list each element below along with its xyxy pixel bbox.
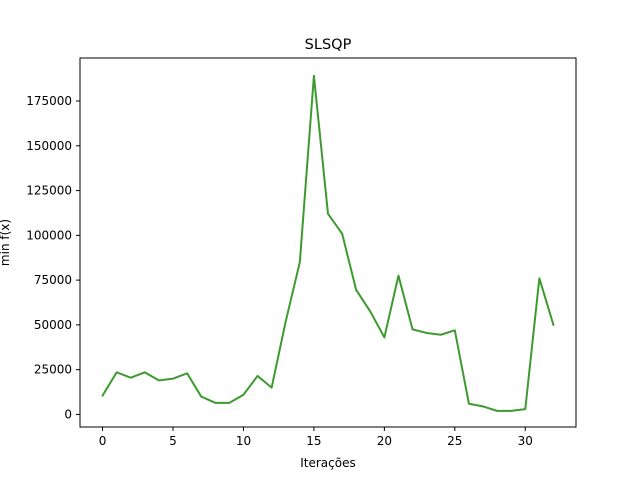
data-point [482, 405, 484, 408]
x-tick-label: 5 [169, 434, 177, 448]
data-point [341, 232, 343, 235]
data-point [552, 324, 555, 326]
data-point [425, 332, 428, 334]
data-point [101, 394, 104, 397]
data-point [144, 371, 146, 374]
x-tick-label: 15 [306, 434, 321, 448]
data-point [242, 393, 245, 396]
data-point [454, 329, 456, 332]
plot-area [80, 58, 576, 427]
data-point [496, 410, 498, 412]
data-point [538, 277, 541, 280]
data-point [397, 274, 400, 277]
data-point [158, 379, 160, 382]
x-tick-label: 25 [447, 434, 462, 448]
x-tick-label: 0 [99, 434, 107, 448]
data-point [228, 402, 231, 404]
data-point [439, 333, 442, 336]
data-point [355, 289, 357, 291]
line-layer [101, 74, 555, 412]
data-point [327, 213, 329, 215]
data-point [186, 372, 188, 375]
x-axis: 0 5 10 15 20 25 30 [99, 427, 533, 448]
y-axis: 0 25000 50000 75000 100000 125000 150000 175000 [26, 94, 80, 421]
y-tick-label: 125000 [26, 184, 72, 198]
data-point [214, 402, 217, 404]
x-tick-label: 20 [377, 434, 392, 448]
x-tick-label: 10 [236, 434, 251, 448]
data-point [313, 75, 315, 77]
data-point [510, 410, 512, 412]
data-point [411, 328, 414, 331]
data-point [383, 336, 386, 339]
data-point [256, 375, 259, 377]
data-point [369, 310, 372, 313]
y-tick-label: 75000 [34, 273, 72, 287]
x-tick-label: 30 [518, 434, 533, 448]
y-axis-label: min f(x) [0, 219, 12, 266]
y-tick-label: 100000 [26, 228, 72, 242]
y-tick-label: 50000 [34, 318, 72, 332]
data-point [270, 386, 273, 389]
data-point [299, 261, 301, 264]
y-tick-label: 150000 [26, 139, 72, 153]
y-tick-label: 175000 [26, 94, 72, 108]
data-point [284, 320, 287, 323]
data-point [115, 371, 118, 374]
y-tick-label: 25000 [34, 363, 72, 377]
y-tick-label: 0 [64, 407, 72, 421]
data-point [129, 376, 132, 379]
chart-title: SLSQP [305, 37, 352, 53]
x-axis-label: Iterações [300, 456, 356, 470]
data-point [200, 395, 202, 398]
data-point [172, 377, 174, 380]
data-point [468, 402, 470, 405]
data-point [524, 408, 527, 410]
plot-frame [79, 57, 577, 428]
